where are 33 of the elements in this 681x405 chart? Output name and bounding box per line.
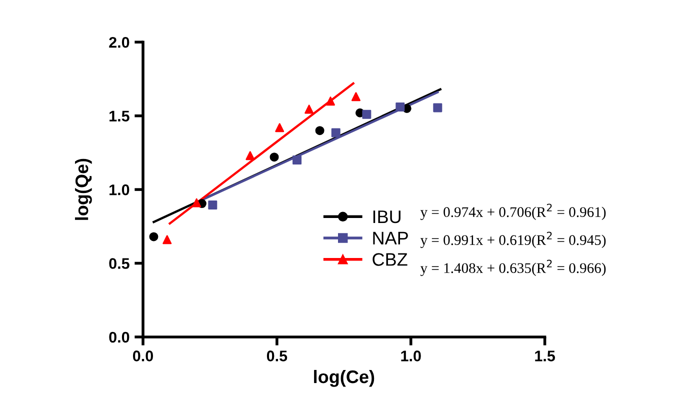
point [396,102,405,112]
x-tick-label: 1.0 [401,350,421,362]
point [192,198,202,208]
x-axis-title: log(Ce) [314,370,374,387]
point [326,96,336,106]
y-tick-label: 1.0 [110,184,130,196]
point [331,128,340,138]
y-tick-label: 1.5 [110,110,130,122]
point [162,235,172,244]
y-axis-title: log(Qe) [75,158,92,220]
y-tick-label: 2.0 [109,36,130,48]
point [304,104,314,114]
annotation: y = 0.991x + 0.619(R$^{2}$ = 0.945) [420,232,606,248]
legend-label: CBZ [372,253,408,266]
point [433,103,442,112]
annotation: y = 0.974x + 0.706(R$^{2}$ = 0.961) [420,204,606,220]
point [149,232,158,242]
point [351,92,360,102]
annotation: y = 1.408x + 0.635(R$^{2}$ = 0.966) [420,260,606,276]
point [362,110,372,119]
point [246,151,255,160]
y-tick-label: 0.5 [109,258,130,269]
legend-label: NAP [373,232,408,244]
x-tick-label: 1.5 [535,350,555,362]
point [208,200,218,210]
y-tick-label: 0.0 [109,332,130,343]
point [315,126,324,136]
x-tick-label: 0.5 [266,350,288,362]
legend-label: IBU [373,210,400,224]
point [270,152,279,162]
x-tick-label: 0.0 [132,350,154,362]
point [292,156,302,165]
point [275,123,284,132]
